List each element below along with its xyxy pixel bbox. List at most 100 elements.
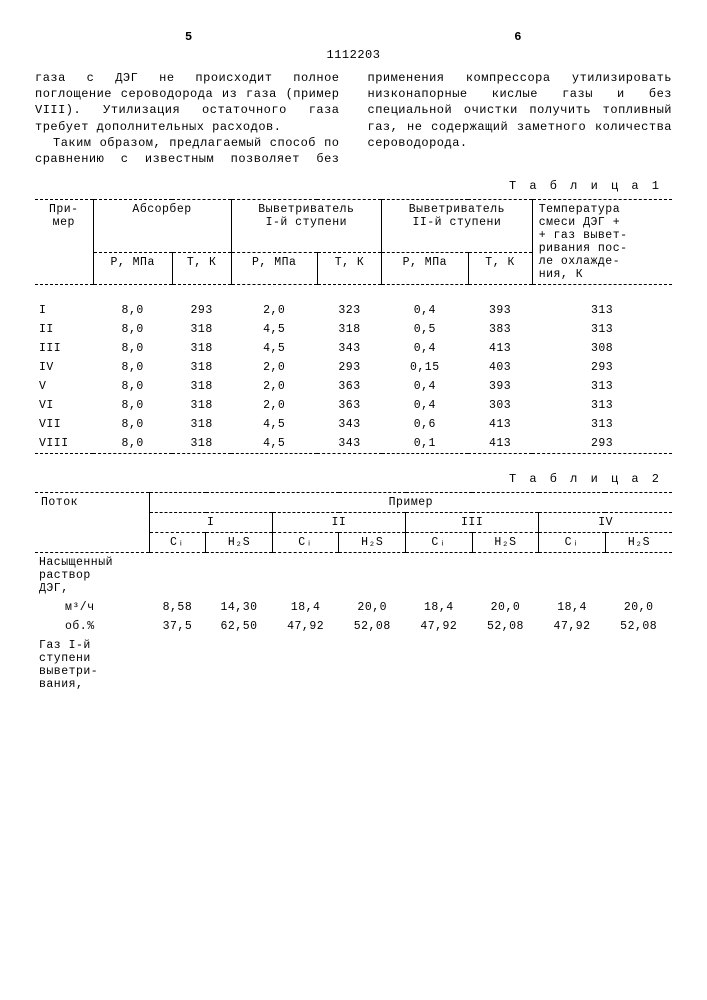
t2-h-g1: I — [149, 513, 272, 533]
t2-h-h2s3: H₂S — [472, 533, 539, 553]
t2-h-ci3: Сᵢ — [406, 533, 473, 553]
table-cell: 363 — [317, 377, 381, 396]
t2-cell: 8,58 — [149, 598, 206, 617]
col-num-right: 6 — [514, 30, 522, 44]
table-cell: 403 — [468, 358, 532, 377]
t1-h-vyv2: Выветриватель II-й ступени — [382, 200, 533, 253]
table-cell: 0,5 — [382, 320, 468, 339]
t2-cell: 18,4 — [406, 598, 473, 617]
t2-cell: 47,92 — [272, 617, 339, 636]
table2-label: Т а б л и ц а 2 — [35, 472, 662, 486]
t2-header-row1: Поток Пример — [35, 493, 672, 513]
t2-row-obpct: об.% 37,5 62,50 47,92 52,08 47,92 52,08 … — [35, 617, 672, 636]
t2-row-nas: Насыщенный раствор ДЭГ, — [35, 553, 672, 599]
t2-cell: 20,0 — [339, 598, 406, 617]
table-cell: 343 — [317, 434, 381, 454]
t2-nas-label: Насыщенный раствор ДЭГ, — [35, 553, 149, 599]
table-cell: 0,4 — [382, 301, 468, 320]
table-cell: 4,5 — [231, 339, 317, 358]
table-cell: 393 — [468, 377, 532, 396]
t1-h-p3: Р, МПа — [382, 253, 468, 285]
t2-cell: 18,4 — [539, 598, 606, 617]
table-cell: 4,5 — [231, 434, 317, 454]
table-cell: VI — [35, 396, 93, 415]
t2-h-g2: II — [272, 513, 405, 533]
table-cell: 0,15 — [382, 358, 468, 377]
t1-h-primer: При- мер — [35, 200, 93, 285]
table-cell: 4,5 — [231, 320, 317, 339]
table-cell: 318 — [172, 320, 231, 339]
table-cell: 343 — [317, 415, 381, 434]
table-row: I8,02932,03230,4393313 — [35, 301, 672, 320]
t2-cell: 20,0 — [472, 598, 539, 617]
table-cell: 0,1 — [382, 434, 468, 454]
table-row: VII8,03184,53430,6413313 — [35, 415, 672, 434]
table-cell: 293 — [532, 358, 672, 377]
table-cell: 0,4 — [382, 377, 468, 396]
table-cell: 8,0 — [93, 396, 172, 415]
t2-h-g4: IV — [539, 513, 672, 533]
t2-h-h2s2: H₂S — [339, 533, 406, 553]
t2-h-potok: Поток — [35, 493, 149, 553]
table-cell: 8,0 — [93, 339, 172, 358]
t1-h-p1: Р, МПа — [93, 253, 172, 285]
table-cell: 2,0 — [231, 358, 317, 377]
table-cell: 0,4 — [382, 339, 468, 358]
table-cell: 383 — [468, 320, 532, 339]
table-cell: 343 — [317, 339, 381, 358]
table-cell: 8,0 — [93, 358, 172, 377]
table-row: III8,03184,53430,4413308 — [35, 339, 672, 358]
t1-h-absorber: Абсорбер — [93, 200, 231, 253]
paragraph-1: газа с ДЭГ не происходит полное поглощен… — [35, 70, 340, 135]
table-row: II8,03184,53180,5383313 — [35, 320, 672, 339]
body-text: газа с ДЭГ не происходит полное поглощен… — [35, 70, 672, 167]
table-cell: 4,5 — [231, 415, 317, 434]
table-cell: II — [35, 320, 93, 339]
table-row: VI8,03182,03630,4303313 — [35, 396, 672, 415]
table-cell: 318 — [172, 377, 231, 396]
table-2: Поток Пример I II III IV Сᵢ H₂S Сᵢ H₂S С… — [35, 492, 672, 694]
table-cell: 393 — [468, 301, 532, 320]
table-row: VIII8,03184,53430,1413293 — [35, 434, 672, 454]
table-cell: 363 — [317, 396, 381, 415]
table-cell: IV — [35, 358, 93, 377]
col-num-left: 5 — [185, 30, 193, 44]
t2-cell: 52,08 — [472, 617, 539, 636]
t2-h-ci4: Сᵢ — [539, 533, 606, 553]
t1-h-t3: Т, К — [468, 253, 532, 285]
t2-cell: 18,4 — [272, 598, 339, 617]
t2-cell: 14,30 — [206, 598, 273, 617]
t2-h-h2s1: H₂S — [206, 533, 273, 553]
table-cell: 318 — [172, 339, 231, 358]
table-cell: 2,0 — [231, 377, 317, 396]
t1-h-t1: Т, К — [172, 253, 231, 285]
t2-h-primer: Пример — [149, 493, 672, 513]
table-cell: 8,0 — [93, 434, 172, 454]
t1-h-t2: Т, К — [317, 253, 381, 285]
table-cell: 2,0 — [231, 301, 317, 320]
t2-obpct-label: об.% — [35, 617, 149, 636]
t2-m3ch-label: м³/ч — [35, 598, 149, 617]
table-cell: III — [35, 339, 93, 358]
table-cell: 318 — [317, 320, 381, 339]
table-cell: 413 — [468, 339, 532, 358]
table-row: IV8,03182,02930,15403293 — [35, 358, 672, 377]
table1-label: Т а б л и ц а 1 — [35, 179, 662, 193]
table-cell: 313 — [532, 320, 672, 339]
table-cell: 318 — [172, 434, 231, 454]
t2-cell: 52,08 — [605, 617, 672, 636]
t1-h-p2: Р, МПа — [231, 253, 317, 285]
table-cell: VII — [35, 415, 93, 434]
table-cell: V — [35, 377, 93, 396]
table-cell: 303 — [468, 396, 532, 415]
t2-cell: 52,08 — [339, 617, 406, 636]
table-cell: 8,0 — [93, 377, 172, 396]
table-cell: 293 — [317, 358, 381, 377]
table1-header-row1: При- мер Абсорбер Выветриватель I-й ступ… — [35, 200, 672, 253]
t2-cell: 47,92 — [539, 617, 606, 636]
table-cell: 293 — [532, 434, 672, 454]
t2-h-h2s4: H₂S — [605, 533, 672, 553]
table-cell: 293 — [172, 301, 231, 320]
t2-gaz1-label: Газ I-й ступени выветри- вания, — [35, 636, 149, 694]
table-cell: 323 — [317, 301, 381, 320]
